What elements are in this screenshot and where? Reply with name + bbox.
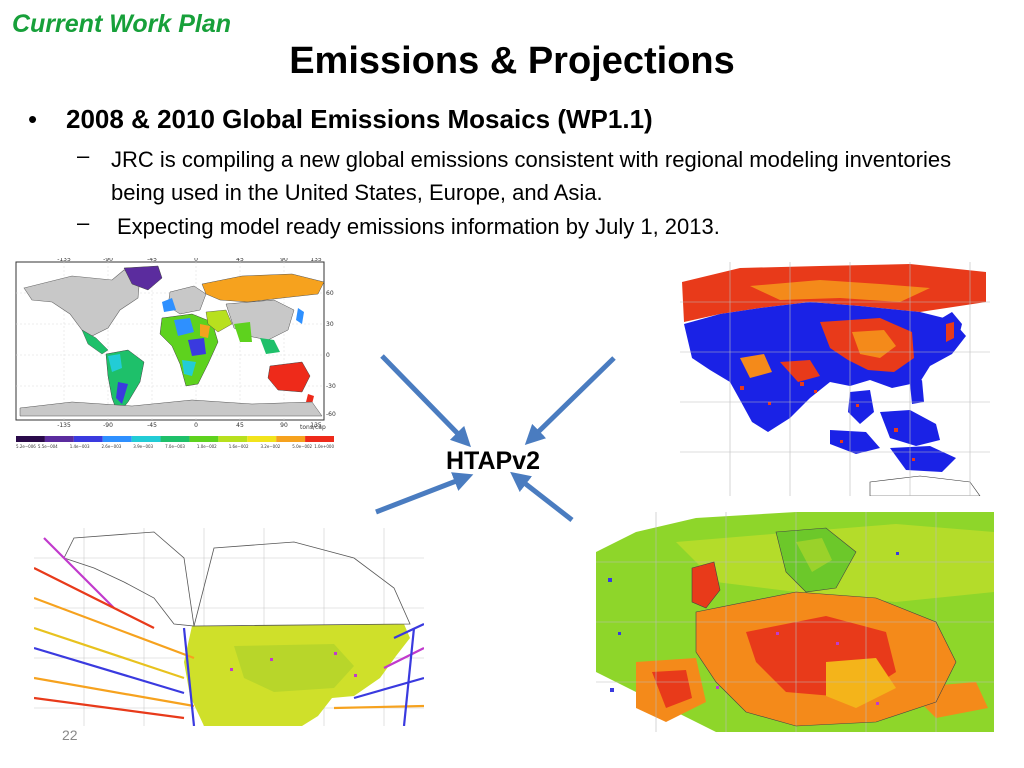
colorbar-tick-label: 5.5e−004	[38, 444, 58, 449]
longitude-tick-label: 45	[236, 422, 244, 429]
colorbar-swatch	[73, 436, 103, 442]
colorbar-tick-label: 7.0e−003	[165, 444, 185, 449]
htapv2-label: HTAPv2	[446, 447, 541, 475]
colorbar-tick-label: 2.6e−003	[101, 444, 121, 449]
longitude-tick-label: -45	[147, 422, 157, 429]
sub-bullet-dash: –	[77, 210, 90, 235]
unit-label: tons/cap	[300, 424, 326, 431]
colorbar-swatch	[44, 436, 74, 442]
bullet-marker: •	[28, 104, 38, 134]
arrow-from-asia-map	[524, 356, 616, 445]
longitude-tick-label: -90	[103, 422, 113, 429]
north-america-map-figure	[34, 528, 424, 726]
longitude-tick-label: -135	[57, 422, 71, 429]
world-emissions-map: -135 -90 -45 0 45 90 135 -135 -90 -45 0 45 90 135 60…	[12, 258, 338, 454]
longitude-tick-label: 0	[194, 422, 198, 429]
colorbar-tick-label: 5.0e−002	[292, 444, 312, 449]
colorbar-tick-label: 5.2e−006	[16, 444, 36, 449]
asia-map-figure	[680, 262, 990, 496]
arrow-from-world-map	[380, 354, 471, 448]
latitude-tick-label: 60	[326, 290, 334, 297]
colorbar-swatch	[16, 436, 45, 442]
colorbar-tick-label: 1.0e−002	[197, 444, 217, 449]
latitude-tick-label: 30	[326, 321, 334, 328]
colorbar-tick-label: 3.9e−003	[133, 444, 153, 449]
europe-emissions-map	[596, 512, 994, 732]
colorbar-tick-label: 1.0e+000	[314, 444, 334, 449]
longitude-tick-label: -45	[147, 258, 157, 263]
bullet-heading: 2008 & 2010 Global Emissions Mosaics (WP…	[66, 104, 653, 134]
north-america-emissions-map	[34, 528, 424, 726]
colorbar-tick-label: 1.6e−002	[229, 444, 249, 449]
colorbar-swatch	[305, 436, 334, 442]
europe-map-figure	[596, 512, 994, 732]
world-map-figure: -135 -90 -45 0 45 90 135 -135 -90 -45 0 45 90 135 60…	[12, 258, 338, 454]
latitude-tick-label: -30	[326, 383, 336, 390]
longitude-tick-label: 135	[310, 258, 322, 263]
latitude-tick-label: -60	[326, 411, 336, 418]
arrow-from-europe-map	[510, 471, 574, 522]
longitude-tick-label: -90	[103, 258, 113, 263]
page-number: 22	[62, 727, 78, 743]
longitude-tick-label: 90	[280, 258, 288, 263]
colorbar-tick-label: 3.2e−002	[260, 444, 280, 449]
asia-emissions-map	[680, 262, 990, 496]
slide-title: Emissions & Projections	[289, 40, 735, 82]
longitude-tick-label: 90	[280, 422, 288, 429]
longitude-tick-label: 0	[194, 258, 198, 263]
section-label: Current Work Plan	[12, 10, 232, 38]
longitude-tick-label: -135	[57, 258, 71, 263]
longitude-tick-label: 45	[236, 258, 244, 263]
colorbar-swatch	[102, 436, 132, 442]
latitude-tick-label: 0	[326, 352, 330, 359]
colorbar-swatch	[218, 436, 248, 442]
sub-bullet-expecting: Expecting model ready emissions informat…	[117, 214, 720, 239]
colorbar-swatch	[189, 436, 219, 442]
arrows-overlay	[375, 354, 616, 522]
colorbar-swatch	[160, 436, 190, 442]
sub-bullet-dash: –	[77, 143, 90, 168]
colorbar-swatch	[131, 436, 161, 442]
sub-bullet-jrc: JRC is compiling a new global emissions …	[111, 147, 952, 205]
arrow-from-north-america-map	[375, 472, 474, 515]
longitude-tick-label: 135	[310, 422, 322, 429]
colorbar-tick-label: 1.4e−003	[70, 444, 90, 449]
colorbar-swatch	[247, 436, 277, 442]
colorbar-swatch	[276, 436, 306, 442]
